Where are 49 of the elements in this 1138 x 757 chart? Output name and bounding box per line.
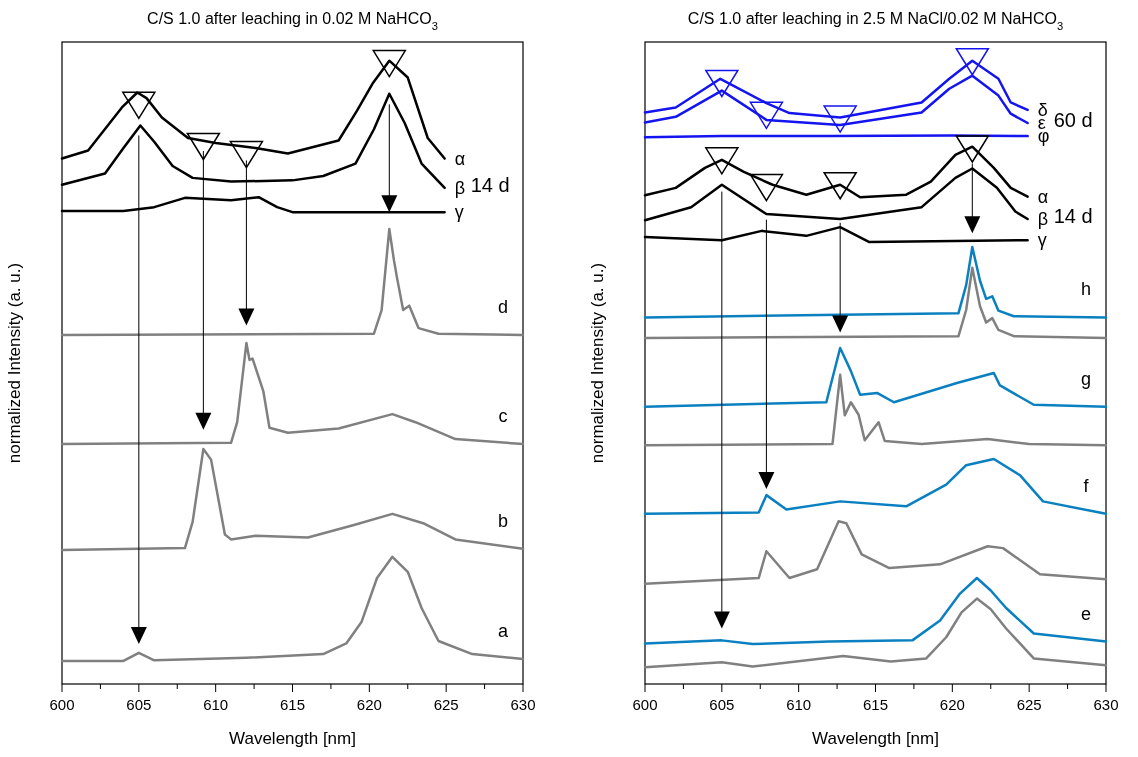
- series-label: f: [1083, 475, 1090, 496]
- x-tick-label: 630: [1093, 696, 1119, 713]
- point: [955, 135, 990, 163]
- point: [749, 173, 784, 202]
- series-label: a: [497, 621, 509, 642]
- x-tick-label: 620: [356, 696, 382, 713]
- x-tick-label: 605: [709, 696, 735, 713]
- annotation: 14 d: [1053, 205, 1093, 228]
- x-tick-label: 605: [126, 696, 152, 713]
- series-label: e: [1080, 603, 1092, 624]
- point: [823, 171, 857, 200]
- series-label: γ: [1037, 230, 1047, 251]
- series-label: γ: [454, 202, 464, 223]
- series-label: β: [454, 177, 465, 198]
- series-label: α: [1037, 186, 1049, 207]
- x-tick-label: 630: [510, 696, 536, 713]
- x-tick-label: 610: [786, 696, 812, 713]
- series-label: g: [1080, 368, 1092, 389]
- point: [705, 69, 739, 98]
- annotation: 14 d: [470, 173, 510, 196]
- annotation: 60 d: [1053, 109, 1093, 132]
- series-label: d: [497, 296, 509, 317]
- series-label: h: [1080, 279, 1092, 300]
- x-axis-title: Wavelength [nm]: [812, 729, 939, 748]
- x-tick-label: 600: [49, 696, 75, 713]
- chart-title: C/S 1.0 after leaching in 0.02 M NaHCO$_{3}$: [147, 10, 438, 32]
- series-label: α: [454, 148, 466, 169]
- x-tick-label: 620: [939, 696, 965, 713]
- x-tick-label: 615: [862, 696, 889, 713]
- x-tick-label: 615: [279, 696, 306, 713]
- series-label: c: [498, 406, 508, 427]
- x-tick-label: 600: [632, 696, 658, 713]
- point: [749, 101, 784, 130]
- point: [705, 147, 739, 175]
- point: [372, 49, 407, 78]
- y-axis-title: normalized Intensity (a. u.): [588, 262, 607, 464]
- series-label: b: [497, 510, 509, 531]
- point: [955, 47, 990, 76]
- series-label: β: [1037, 209, 1048, 230]
- x-axis-title: Wavelength [nm]: [229, 729, 356, 748]
- x-tick-label: 625: [1016, 696, 1042, 713]
- chart-title: C/S 1.0 after leaching in 2.5 M NaCl/0.02 M NaHCO$_{3}$: [687, 10, 1064, 32]
- point: [122, 91, 156, 120]
- y-axis-title: normalized Intensity (a. u.): [5, 262, 24, 464]
- x-tick-label: 610: [203, 696, 229, 713]
- point: [823, 105, 857, 133]
- x-tick-label: 625: [433, 696, 459, 713]
- point: [229, 140, 264, 169]
- point: [186, 132, 221, 161]
